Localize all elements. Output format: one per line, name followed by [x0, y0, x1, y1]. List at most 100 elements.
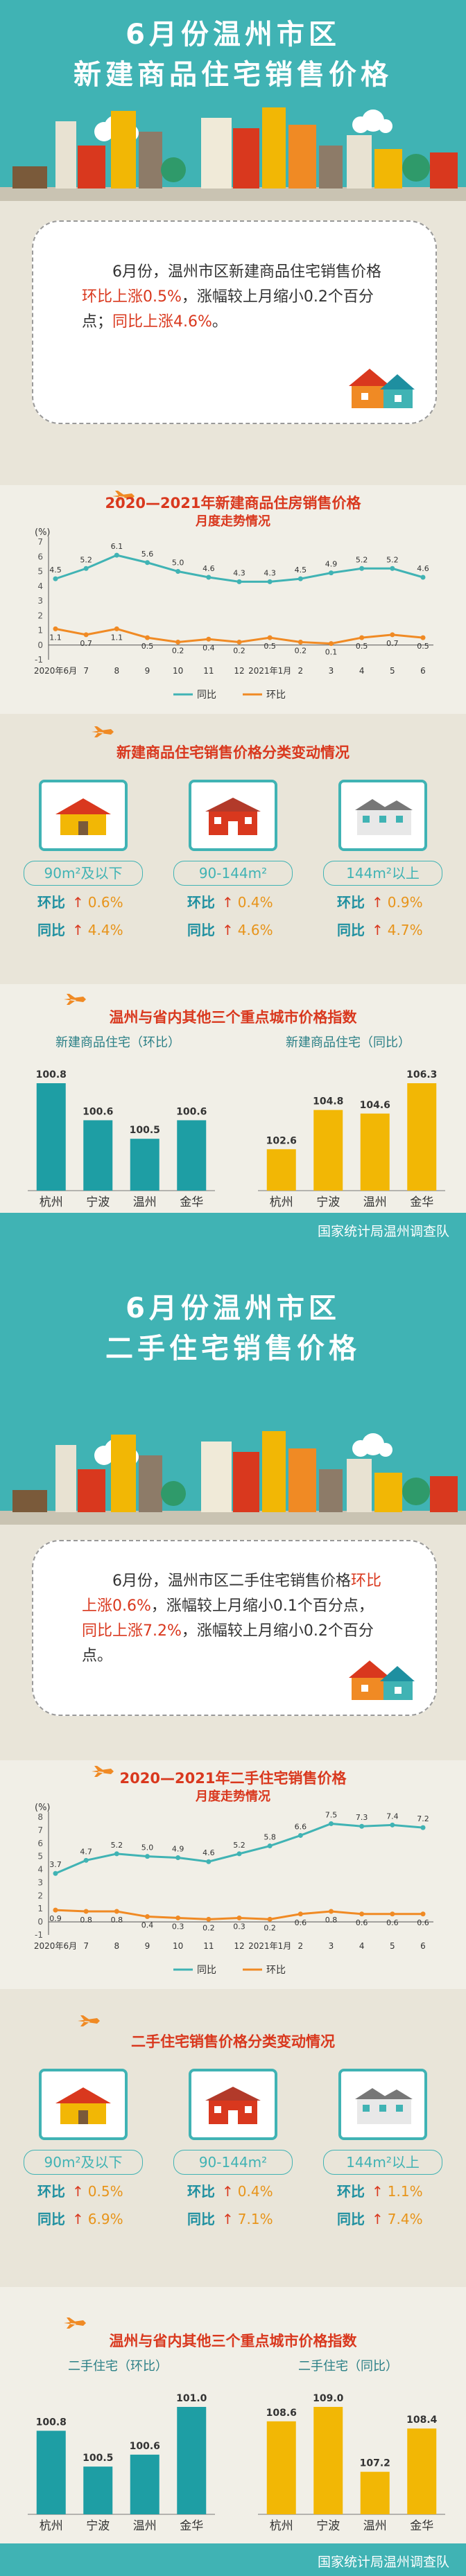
data-label: 0.4 — [141, 1921, 154, 1930]
y-tick-label: 3 — [37, 596, 43, 606]
segment-title-1: 新建商品住宅销售价格分类变动情况 — [116, 744, 350, 761]
segment-category: 90m²及以下 — [24, 2150, 143, 2175]
data-label: 0.3 — [172, 1922, 184, 1931]
x-tick-label: 9 — [145, 1941, 150, 1951]
data-label: 5.6 — [141, 550, 154, 559]
bar-category-label: 金华 — [410, 2519, 433, 2533]
segment-mom-row: 环比 ↑ 0.4% — [187, 894, 273, 911]
bar-category-label: 宁波 — [316, 2519, 340, 2533]
x-tick-label: 3 — [329, 1941, 334, 1951]
data-label: 5.2 — [80, 555, 92, 564]
bar-value-label: 109.0 — [313, 2393, 344, 2404]
data-point — [236, 640, 242, 645]
data-point — [267, 1916, 273, 1922]
y-tick-label: 4 — [37, 581, 43, 591]
bar-chart-title: 二手住宅（同比） — [298, 2359, 398, 2374]
data-point — [390, 632, 395, 638]
data-label: 4.9 — [325, 560, 338, 569]
data-label: 0.6 — [295, 1918, 307, 1927]
data-point — [420, 635, 426, 640]
data-point — [390, 1822, 395, 1828]
data-point — [175, 640, 181, 645]
segment-yoy-row: 同比 ↑ 7.4% — [337, 2211, 423, 2227]
bar — [407, 2428, 437, 2514]
data-point — [329, 1909, 334, 1914]
bar-value-label: 107.2 — [360, 2458, 390, 2469]
x-tick-label: 8 — [114, 1941, 120, 1951]
x-tick-label: 4 — [359, 666, 365, 676]
bar-category-label: 杭州 — [270, 2519, 293, 2533]
data-label: 0.5 — [417, 642, 429, 651]
data-point — [297, 576, 303, 581]
segment-section-2: 二手住宅销售价格分类变动情况 90m²及以下 环比 ↑ 0.5% 同比 ↑ 6.9% 9… — [0, 1989, 466, 2287]
data-label: 6.1 — [111, 542, 123, 551]
bar-value-label: 100.6 — [130, 2441, 160, 2452]
legend-label: 环比 — [266, 1965, 286, 1976]
data-label: 0.3 — [233, 1922, 245, 1931]
data-point — [297, 1832, 303, 1838]
x-tick-label: 4 — [359, 1941, 365, 1951]
data-point — [175, 569, 181, 574]
data-point — [329, 570, 334, 576]
data-label: 5.8 — [264, 1833, 276, 1842]
x-tick-label: 2021年1月 — [248, 666, 291, 676]
x-tick-label: 3 — [329, 666, 334, 676]
bar-value-label: 100.8 — [36, 2417, 67, 2428]
segment-frame — [338, 780, 427, 851]
data-label: 4.3 — [264, 568, 276, 577]
data-label: 5.2 — [111, 1841, 123, 1850]
data-label: 0.6 — [356, 1918, 368, 1927]
bar-category-label: 宁波 — [86, 2519, 110, 2533]
airplane-icon — [64, 2317, 86, 2329]
legend-label: 同比 — [197, 1965, 216, 1976]
trend-section-2: 2020—2021年二手住宅销售价格 月度走势情况 (%) -1 0 1 2 3 4 5 6 7 8… — [0, 1760, 466, 1989]
hero-title-line1: 6月份温州市区 — [126, 1293, 340, 1324]
segment-yoy-row: 同比 ↑ 4.4% — [37, 922, 123, 938]
y-tick-label: 2 — [37, 611, 43, 620]
bar — [83, 1120, 113, 1191]
city-skyline-illustration — [0, 107, 466, 201]
data-label: 7.5 — [325, 1810, 338, 1819]
data-label: 4.6 — [202, 564, 215, 573]
bar — [177, 1120, 207, 1191]
data-label: 5.0 — [141, 1843, 154, 1852]
x-tick-label: 12 — [234, 1941, 244, 1951]
x-tick-label: 7 — [83, 1941, 89, 1951]
segment-category: 90-144m² — [173, 2150, 293, 2175]
legend-label: 同比 — [197, 690, 216, 701]
bar-value-label: 106.3 — [406, 1069, 437, 1080]
data-point — [267, 1843, 273, 1849]
bar — [360, 1113, 390, 1191]
bar-value-label: 100.6 — [83, 1106, 113, 1117]
data-point — [145, 635, 150, 640]
data-label: 0.6 — [417, 1918, 429, 1927]
y-axis-label: (%) — [35, 528, 51, 538]
bar-category-label: 金华 — [410, 1195, 433, 1209]
data-point — [145, 1914, 150, 1920]
bar — [313, 2407, 343, 2514]
x-tick-label: 10 — [173, 1941, 183, 1951]
x-tick-label: 10 — [173, 666, 183, 676]
data-label: 0.2 — [233, 647, 245, 656]
segment-frame — [189, 2069, 277, 2140]
segment-frame — [39, 2069, 128, 2140]
bar-chart-title: 新建商品住宅（同比） — [286, 1035, 411, 1050]
bar-chart-used-yoy: 二手住宅（同比） 108.6 杭州 109.0 宁波 107.2 温州 108.4 金华 — [258, 2359, 445, 2533]
trend-subtitle-1: 月度走势情况 — [196, 514, 270, 529]
bar-category-label: 宁波 — [86, 1195, 110, 1209]
data-label: 3.7 — [49, 1860, 62, 1869]
bar-chart-title: 二手住宅（环比） — [68, 2359, 168, 2374]
legend-label: 环比 — [266, 690, 286, 701]
segment-tile-medium: 90-144m² 环比 ↑ 0.4% 同比 ↑ 4.6% — [171, 780, 295, 941]
hero-title-line2: 新建商品住宅销售价格 — [74, 59, 392, 91]
segment-yoy-row: 同比 ↑ 6.9% — [37, 2211, 123, 2227]
data-label: 0.5 — [264, 642, 276, 651]
data-point — [236, 1915, 242, 1920]
segment-category: 90-144m² — [173, 861, 293, 886]
y-tick-label: -1 — [35, 655, 43, 665]
bar-value-label: 100.5 — [83, 2453, 113, 2464]
source-label-2: 国家统计局温州调查队 — [317, 2555, 449, 2570]
hero-title-line1: 6月份温州市区 — [126, 19, 340, 51]
data-point — [114, 1851, 119, 1857]
bar-value-label: 102.6 — [266, 1135, 297, 1146]
